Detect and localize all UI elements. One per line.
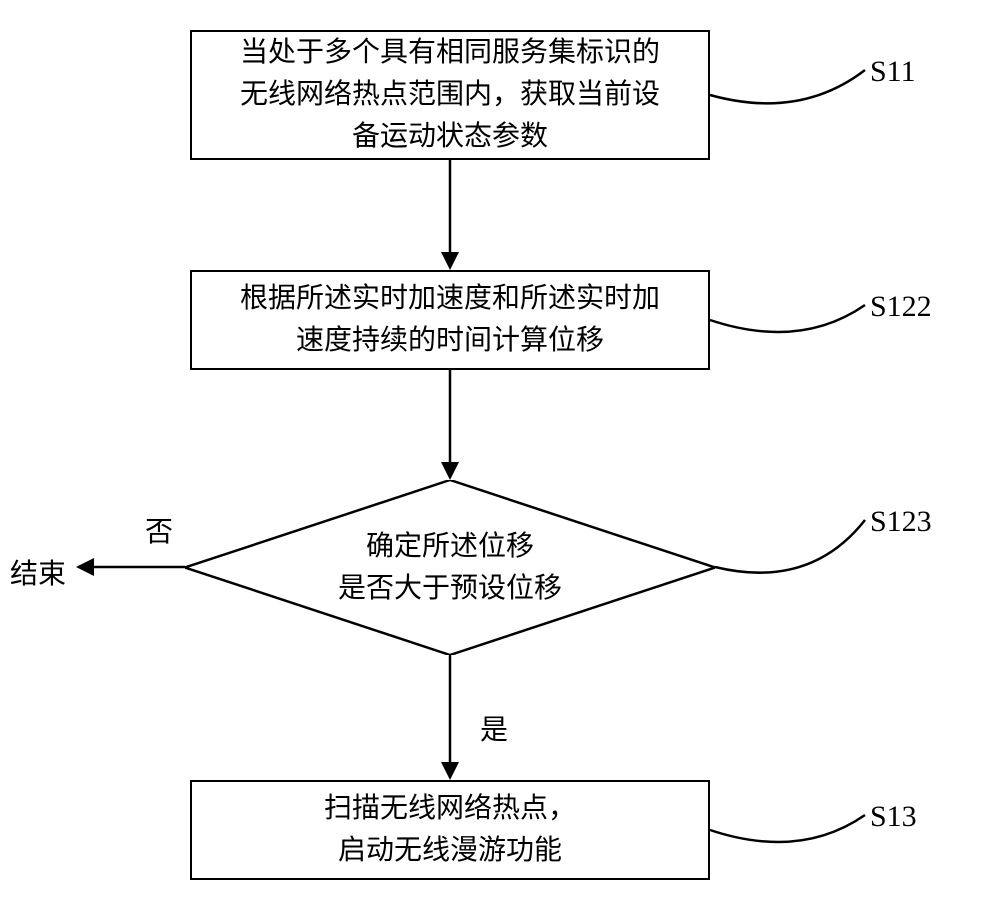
- node-text: 扫描无线网络热点， 启动无线漫游功能: [324, 788, 576, 872]
- edge-label-no: 否: [145, 510, 173, 550]
- label-s123: S123: [870, 505, 932, 539]
- node-text: 确定所述位移 是否大于预设位移: [338, 526, 562, 610]
- flow-node-s122: 根据所述实时加速度和所述实时加 速度持续的时间计算位移: [190, 270, 710, 370]
- terminal-end: 结束: [10, 552, 66, 592]
- node-text: 当处于多个具有相同服务集标识的 无线网络热点范围内，获取当前设 备运动状态参数: [240, 32, 660, 158]
- flow-node-s11: 当处于多个具有相同服务集标识的 无线网络热点范围内，获取当前设 备运动状态参数: [190, 30, 710, 160]
- node-text: 根据所述实时加速度和所述实时加 速度持续的时间计算位移: [240, 278, 660, 362]
- label-s122: S122: [870, 290, 932, 324]
- edge-label-yes: 是: [480, 708, 508, 748]
- flow-node-s13: 扫描无线网络热点， 启动无线漫游功能: [190, 780, 710, 880]
- label-s13: S13: [870, 800, 917, 834]
- label-s11: S11: [870, 55, 916, 89]
- flow-node-s123: 确定所述位移 是否大于预设位移: [185, 480, 715, 655]
